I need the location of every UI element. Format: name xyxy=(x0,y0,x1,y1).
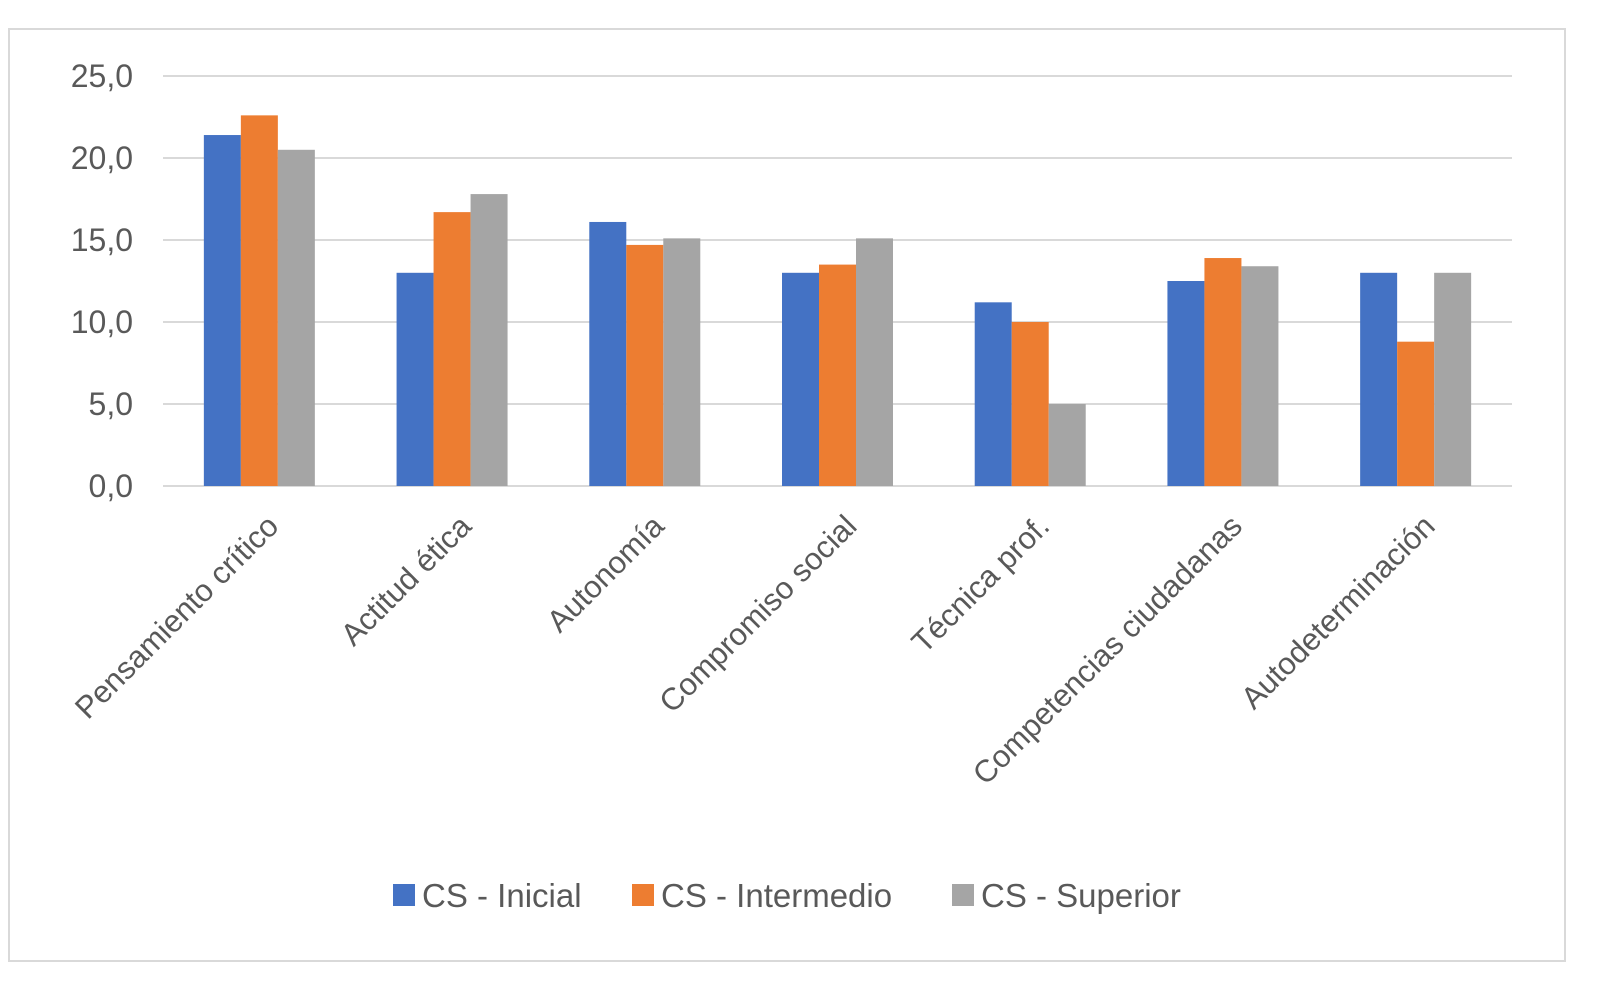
y-tick-label: 15,0 xyxy=(71,222,133,258)
bar-superior xyxy=(1241,266,1279,486)
x-category-label: Pensamiento crítico xyxy=(68,508,285,725)
x-axis-categories: Pensamiento crítico Actitud ética Autonomí… xyxy=(68,508,1442,792)
legend-swatch xyxy=(632,884,654,906)
bar-superior xyxy=(470,194,508,486)
y-tick-label: 20,0 xyxy=(71,140,133,176)
y-tick-label: 25,0 xyxy=(71,58,133,94)
bar-intermedio xyxy=(626,244,664,486)
x-category-label: Autodeterminación xyxy=(1234,508,1442,716)
legend-label: CS - Intermedio xyxy=(661,877,892,914)
bars xyxy=(203,115,1472,487)
legend-label: CS - Inicial xyxy=(422,877,582,914)
legend-swatch xyxy=(393,884,415,906)
bar-inicial xyxy=(1167,281,1205,486)
legend: CS - Inicial CS - Intermedio CS - Superior xyxy=(393,877,1181,914)
x-category-label: Técnica prof. xyxy=(905,508,1056,659)
x-category-label: Actitud ética xyxy=(334,508,479,653)
bar-superior xyxy=(856,238,893,486)
bar-intermedio xyxy=(433,212,471,486)
y-axis-ticks: 0,0 5,0 10,0 15,0 20,0 25,0 xyxy=(71,58,133,504)
gridlines xyxy=(163,75,1512,487)
bar-superior xyxy=(1434,272,1472,486)
x-category-label: Autonomía xyxy=(540,508,671,639)
bar-intermedio xyxy=(240,115,278,487)
y-tick-label: 10,0 xyxy=(71,304,133,340)
bar-superior xyxy=(663,238,701,486)
bar-inicial xyxy=(974,302,1012,486)
bar-intermedio xyxy=(819,264,856,486)
bar-inicial xyxy=(396,272,434,486)
y-tick-label: 5,0 xyxy=(89,386,133,422)
bar-superior xyxy=(1048,404,1086,486)
bar-inicial xyxy=(589,221,627,486)
y-tick-label: 0,0 xyxy=(89,468,133,504)
legend-swatch xyxy=(952,884,974,906)
legend-label: CS - Superior xyxy=(981,877,1181,914)
bar-inicial xyxy=(782,272,819,486)
bar-inicial xyxy=(203,135,241,487)
bar-intermedio xyxy=(1011,322,1049,486)
bar-inicial xyxy=(1360,272,1398,486)
bar-intermedio xyxy=(1204,258,1242,486)
bar-intermedio xyxy=(1397,341,1435,486)
x-category-label: Compromiso social xyxy=(652,508,863,719)
bar-superior xyxy=(277,149,315,487)
